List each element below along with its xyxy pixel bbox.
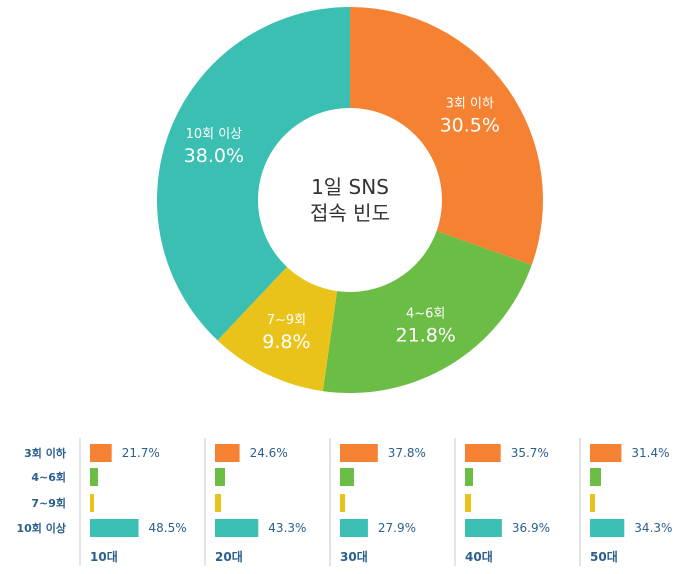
age-group-label: 50대 [590,550,618,564]
donut-chart: 3회 이하 30.5% 4~6회 21.8% 7~9회 9.8% 10회 이상 38.0% 1일… [157,7,543,393]
row-label: 10회 이상 [17,521,67,535]
slice-category-label: 7~9회 [267,313,306,328]
bar-value-label: 43.3% [268,521,306,535]
slice-10-or-more [157,7,350,341]
bar-50대-3 [590,519,625,537]
age-group-label: 10대 [90,550,118,564]
row-label: 4~6회 [31,470,66,484]
row-label: 3회 이하 [24,446,67,460]
bar-30대-1 [340,468,354,486]
bar-50대-0 [590,444,622,462]
bar-40대-3 [465,519,502,537]
age-group-label: 20대 [215,550,243,564]
bar-50대-1 [590,468,601,486]
bar-10대-2 [90,494,94,512]
slice-3-or-less [350,7,543,266]
bar-30대-0 [340,444,378,462]
bar-value-label: 31.4% [631,446,669,460]
bar-20대-2 [215,494,221,512]
donut-center-title: 1일 SNS [311,175,389,199]
slice-value-label: 9.8% [262,331,310,353]
donut-center-title: 접속 빈도 [310,201,390,225]
bar-40대-1 [465,468,473,486]
bar-40대-0 [465,444,501,462]
bar-30대-2 [340,494,345,512]
bar-50대-2 [590,494,595,512]
slice-4-to-6 [322,230,532,393]
bar-20대-3 [215,519,259,537]
bar-value-label: 24.6% [250,446,288,460]
bar-40대-2 [465,494,471,512]
bar-value-label: 21.7% [122,446,160,460]
bar-10대-1 [90,468,98,486]
age-group-label: 40대 [465,550,493,564]
bar-value-label: 48.5% [149,521,187,535]
bar-20대-1 [215,468,225,486]
bar-10대-0 [90,444,112,462]
age-group-label: 30대 [340,550,368,564]
bar-value-label: 36.9% [512,521,550,535]
bar-value-label: 37.8% [388,446,426,460]
slice-value-label: 38.0% [184,145,244,167]
slice-category-label: 10회 이상 [186,127,243,142]
bar-value-label: 27.9% [378,521,416,535]
slice-7-to-9 [217,266,338,392]
slice-value-label: 30.5% [440,115,500,137]
slice-category-label: 3회 이하 [446,97,494,112]
bar-value-label: 35.7% [511,446,549,460]
bar-30대-3 [340,519,368,537]
slice-value-label: 21.8% [396,324,456,346]
bar-value-label: 34.3% [634,521,672,535]
row-label: 7~9회 [31,496,66,510]
slice-category-label: 4~6회 [406,306,445,321]
bar-10대-3 [90,519,139,537]
bar-20대-0 [215,444,240,462]
